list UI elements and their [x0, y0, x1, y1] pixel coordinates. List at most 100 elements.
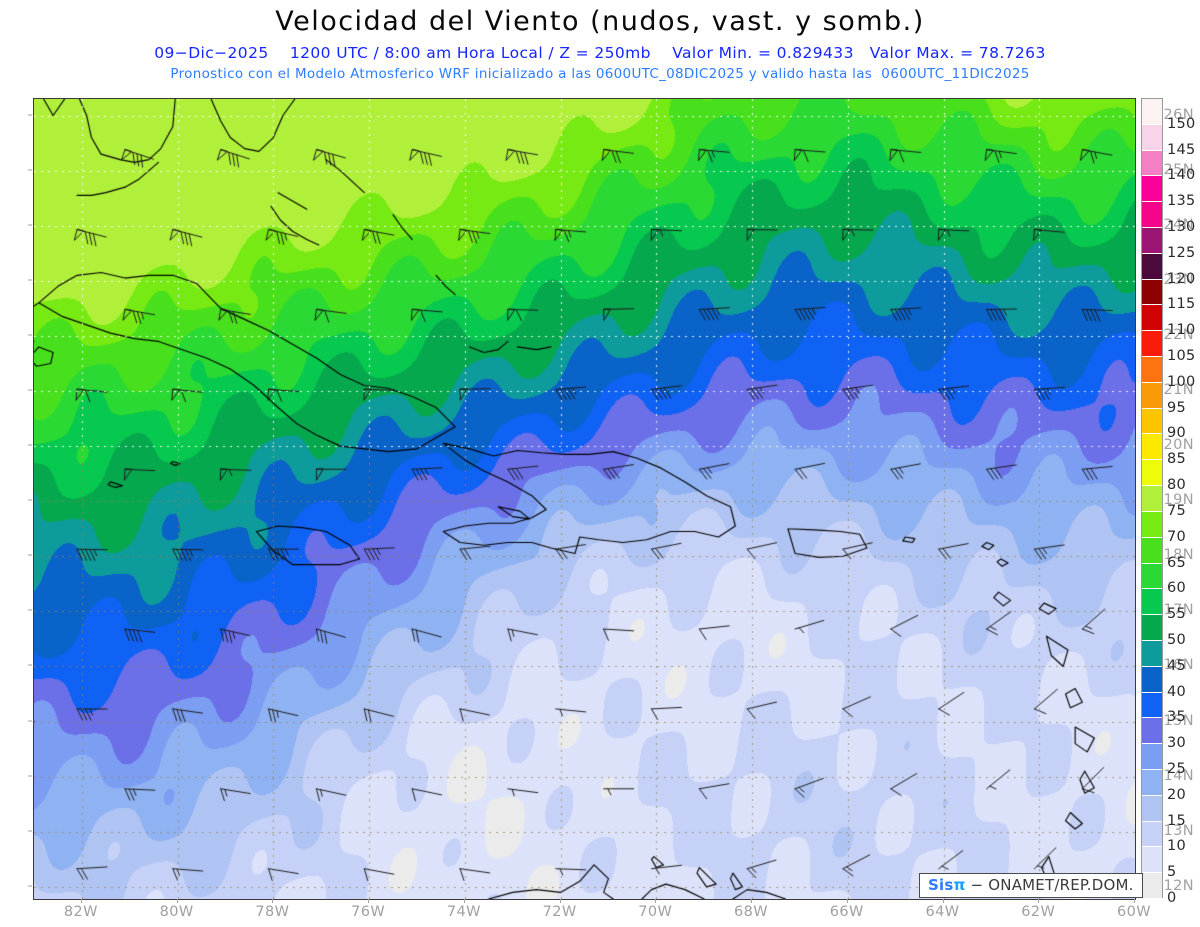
- colorbar-swatch: [1142, 795, 1162, 822]
- colorbar-tick-label: 135: [1167, 193, 1196, 210]
- colorbar-tick-label: 35: [1167, 709, 1187, 726]
- colorbar-tick-label: 50: [1167, 631, 1187, 648]
- lon-tick-mark: [463, 899, 465, 903]
- colorbar-swatch: [1142, 873, 1162, 899]
- page-title: Velocidad del Viento (nudos, vast. y som…: [275, 6, 925, 37]
- colorbar-tick-label: 85: [1167, 451, 1187, 468]
- colorbar-swatch: [1142, 253, 1162, 280]
- lat-tick-label: 26N: [1163, 106, 1194, 123]
- colorbar-swatch: [1142, 150, 1162, 177]
- colorbar-swatch: [1142, 228, 1162, 254]
- colorbar-swatch: [1142, 692, 1162, 719]
- colorbar-swatch: [1142, 847, 1162, 874]
- colorbar-tick-label: 80: [1167, 477, 1187, 494]
- colorbar-tick-label: 60: [1167, 580, 1187, 597]
- lat-tick-label: 16N: [1163, 657, 1194, 674]
- lon-tick-mark: [655, 899, 657, 903]
- colorbar-tick-label: 55: [1167, 606, 1187, 623]
- colorbar-tick-label: 100: [1167, 373, 1196, 390]
- chart-header: Velocidad del Viento (nudos, vast. y som…: [0, 0, 1200, 82]
- colorbar-swatch: [1142, 718, 1162, 745]
- chart-subtitle-model: Pronostico con el Modelo Atmosferico WRF…: [170, 66, 1030, 82]
- colorbar-swatch: [1142, 382, 1162, 409]
- lat-tick-label: 12N: [1163, 877, 1194, 894]
- lon-tick-mark: [1038, 899, 1040, 903]
- lat-tick-mark: [28, 114, 32, 116]
- colorbar-swatch: [1142, 640, 1162, 667]
- logo-sis-text: Sis: [928, 876, 954, 894]
- lon-tick-mark: [80, 899, 82, 903]
- lon-tick-label: 62W: [1021, 904, 1056, 920]
- lat-tick-mark: [28, 279, 32, 281]
- colorbar-tick-label: 125: [1167, 244, 1196, 261]
- colorbar-tick-label: 70: [1167, 528, 1187, 545]
- lat-tick-label: 15N: [1163, 712, 1194, 729]
- colorbar-swatch: [1142, 408, 1162, 435]
- colorbar-swatch: [1142, 615, 1162, 641]
- lon-tick-label: 80W: [159, 904, 194, 920]
- colorbar-swatch: [1142, 357, 1162, 383]
- colorbar-tick-label: 15: [1167, 812, 1187, 829]
- colorbar-tick-label: 75: [1167, 502, 1187, 519]
- colorbar-swatch: [1142, 821, 1162, 848]
- lon-tick-mark: [272, 899, 274, 903]
- colorbar-swatch: [1142, 305, 1162, 332]
- colorbar-tick-label: 25: [1167, 760, 1187, 777]
- lon-tick-mark: [559, 899, 561, 903]
- colorbar-tick-label: 5: [1167, 864, 1177, 881]
- colorbar-tick-label: 150: [1167, 115, 1196, 132]
- colorbar-tick-label: 30: [1167, 735, 1187, 752]
- colorbar-swatch: [1142, 176, 1162, 203]
- lat-tick-label: 20N: [1163, 437, 1194, 454]
- colorbar-swatch: [1142, 563, 1162, 590]
- colorbar-swatch: [1142, 279, 1162, 306]
- lon-tick-label: 70W: [638, 904, 673, 920]
- attribution-badge: Sisπ − ONAMET/REP.DOM.: [919, 873, 1143, 898]
- colorbar-swatch: [1142, 744, 1162, 770]
- lat-tick-label: 17N: [1163, 602, 1194, 619]
- colorbar-swatch: [1142, 434, 1162, 461]
- lon-tick-label: 82W: [63, 904, 98, 920]
- colorbar-tick-label: 0: [1167, 890, 1177, 906]
- colorbar-tick-label: 90: [1167, 425, 1187, 442]
- lat-tick-label: 23N: [1163, 271, 1194, 288]
- colorbar-swatch: [1142, 537, 1162, 564]
- lat-tick-label: 19N: [1163, 492, 1194, 509]
- lat-tick-label: 22N: [1163, 326, 1194, 343]
- colorbar-tick-label: 130: [1167, 219, 1196, 236]
- lat-tick-label: 13N: [1163, 822, 1194, 839]
- colorbar-swatch: [1142, 202, 1162, 229]
- latlon-gridlines: [34, 99, 1135, 899]
- colorbar-tick-label: 110: [1167, 322, 1196, 339]
- lat-tick-mark: [28, 389, 32, 391]
- map-plot-area[interactable]: [33, 98, 1136, 900]
- lon-tick-label: 60W: [1117, 904, 1151, 920]
- lon-tick-label: 64W: [925, 904, 960, 920]
- lat-tick-mark: [28, 334, 32, 336]
- lon-tick-mark: [942, 899, 944, 903]
- lon-tick-mark: [846, 899, 848, 903]
- lat-tick-mark: [28, 554, 32, 556]
- colorbar-tick-label: 120: [1167, 270, 1196, 287]
- colorbar-swatch: [1142, 460, 1162, 487]
- chart-subtitle-primary: 09−Dic−2025 1200 UTC / 8:00 am Hora Loca…: [154, 44, 1046, 62]
- lon-tick-label: 76W: [351, 904, 386, 920]
- lon-tick-label: 74W: [446, 904, 481, 920]
- lon-tick-label: 72W: [542, 904, 577, 920]
- lon-tick-mark: [1134, 899, 1135, 903]
- colorbar-tick-label: 145: [1167, 141, 1196, 158]
- colorbar-swatch: [1142, 511, 1162, 538]
- lat-tick-mark: [28, 885, 32, 887]
- lat-tick-label: 21N: [1163, 382, 1194, 398]
- colorbar-swatch: [1142, 99, 1162, 125]
- logo-agency-text: − ONAMET/REP.DOM.: [970, 876, 1134, 894]
- colorbar-tick-label: 40: [1167, 683, 1187, 700]
- lon-tick-mark: [176, 899, 178, 903]
- colorbar[interactable]: [1141, 98, 1163, 899]
- logo-pi-icon: π: [953, 876, 966, 894]
- colorbar-swatch: [1142, 486, 1162, 512]
- colorbar-swatch: [1142, 589, 1162, 616]
- lat-tick-mark: [28, 664, 32, 666]
- lat-tick-label: 24N: [1163, 216, 1194, 233]
- lat-tick-label: 18N: [1163, 547, 1194, 564]
